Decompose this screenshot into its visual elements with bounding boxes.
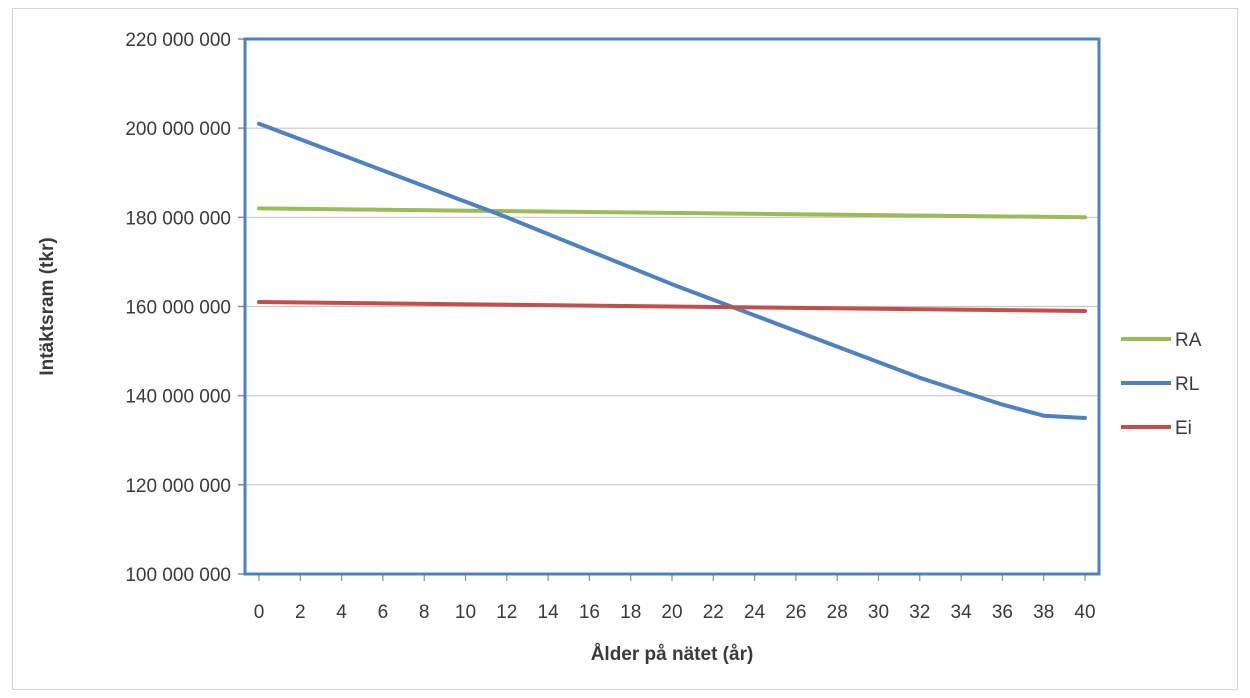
- line-chart: 100 000 000 120 000 000 140 000 000 160 000…: [37, 30, 1202, 665]
- y-tick-label: 220 000 000: [125, 30, 231, 51]
- series-line-ra: [257, 206, 1087, 220]
- x-tick-label: 16: [579, 602, 600, 623]
- x-tick-label: 14: [538, 602, 560, 623]
- y-tick-label: 200 000 000: [125, 119, 231, 140]
- plot-area-border: [243, 37, 1101, 576]
- chart-area: 100 000 000 120 000 000 140 000 000 160 000…: [12, 8, 1238, 690]
- y-tick-label: 140 000 000: [125, 387, 231, 408]
- x-tick-label: 8: [419, 602, 430, 623]
- legend-label-rl: RL: [1175, 374, 1199, 395]
- x-tick-label: 34: [951, 602, 973, 623]
- plot-border: [243, 37, 1101, 576]
- x-tick-label: 2: [295, 602, 306, 623]
- x-tick-label: 36: [992, 602, 1013, 623]
- x-tick-label: 32: [909, 602, 930, 623]
- x-tick-label: 20: [661, 602, 682, 623]
- x-tick-label: 6: [378, 602, 389, 623]
- series-line-ei: [257, 300, 1087, 313]
- x-tick-label: 30: [868, 602, 889, 623]
- x-tick-label: 18: [620, 602, 641, 623]
- x-axis-ticks: 0 2 4 6 8 10 12 14 16 18 20 22 24 26 28 30 32 34 36 38 40: [254, 574, 1096, 623]
- series-lines: [257, 121, 1087, 420]
- x-axis-title: Ålder på nätet (år): [591, 644, 754, 665]
- series-line-rl: [257, 121, 1087, 420]
- x-tick-label: 0: [254, 602, 265, 623]
- x-tick-label: 4: [336, 602, 347, 623]
- x-tick-label: 38: [1033, 602, 1054, 623]
- x-tick-label: 12: [496, 602, 517, 623]
- legend-label-ei: Ei: [1175, 418, 1192, 439]
- y-tick-label: 100 000 000: [125, 565, 231, 586]
- y-axis-ticks: 100 000 000 120 000 000 140 000 000 160 000…: [125, 30, 245, 586]
- y-tick-label: 180 000 000: [125, 208, 231, 229]
- legend-label-ra: RA: [1175, 330, 1202, 351]
- x-tick-label: 24: [744, 602, 766, 623]
- x-tick-label: 40: [1074, 602, 1095, 623]
- x-tick-label: 22: [703, 602, 724, 623]
- x-tick-label: 26: [785, 602, 806, 623]
- y-tick-label: 120 000 000: [125, 476, 231, 497]
- x-tick-label: 28: [827, 602, 848, 623]
- y-axis-title: Intäktsram (tkr): [37, 237, 58, 375]
- legend: RA RL Ei: [1121, 330, 1202, 439]
- y-tick-label: 160 000 000: [125, 298, 231, 319]
- x-tick-label: 10: [455, 602, 476, 623]
